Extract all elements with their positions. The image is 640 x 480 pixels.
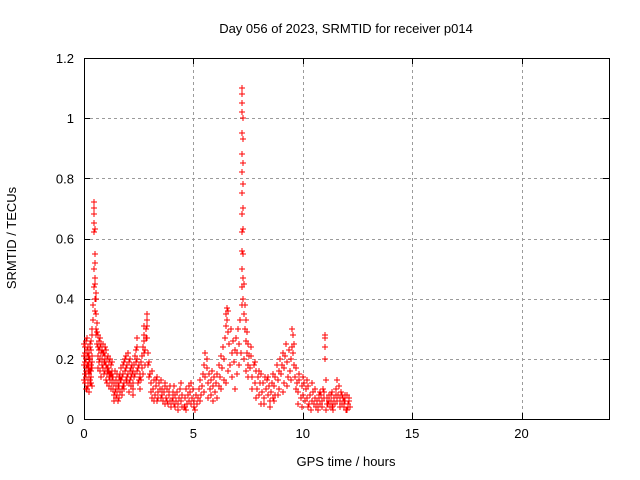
data-points-layer [81, 85, 353, 413]
y-tick-label: 0 [67, 412, 74, 427]
y-tick-label: 1.2 [56, 51, 74, 66]
x-tick-label: 10 [296, 426, 310, 441]
tick-label-layer: 0 5 10 15 20 0 0.2 0.4 0.6 0.8 1 1.2 [56, 51, 529, 441]
y-tick-label: 0.4 [56, 292, 74, 307]
y-tick-label: 1 [67, 111, 74, 126]
x-axis-label: GPS time / hours [297, 454, 396, 469]
x-tick-label: 0 [80, 426, 87, 441]
x-tick-label: 20 [514, 426, 528, 441]
grid-layer [84, 58, 609, 419]
x-tick-label: 5 [190, 426, 197, 441]
series-srmtid-points [81, 85, 353, 413]
y-tick-label: 0.6 [56, 232, 74, 247]
y-tick-label: 0.8 [56, 171, 74, 186]
x-tick-label: 15 [405, 426, 419, 441]
y-axis-label: SRMTID / TECUs [4, 186, 19, 289]
y-tick-label: 0.2 [56, 352, 74, 367]
chart-title: Day 056 of 2023, SRMTID for receiver p01… [219, 21, 473, 36]
tick-layer [84, 58, 609, 420]
